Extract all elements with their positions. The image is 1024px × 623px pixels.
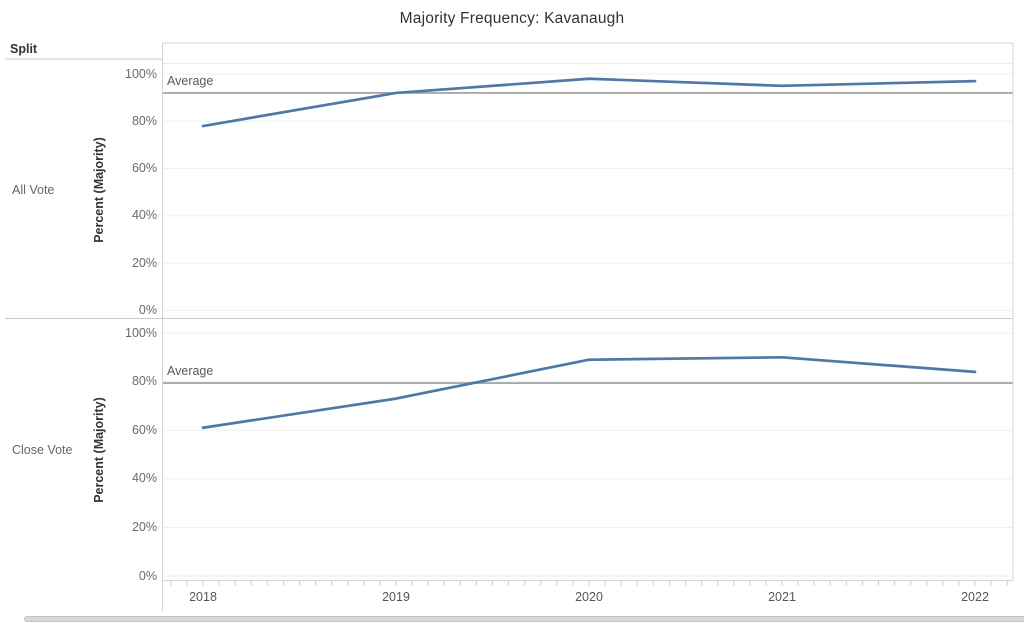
y-tick-label: 80% — [131, 374, 157, 389]
trend-line-close-vote[interactable] — [201, 355, 977, 430]
y-axis-title-bottom: Percent (Majority) — [92, 397, 106, 503]
y-axis-title-top: Percent (Majority) — [92, 137, 106, 243]
y-tick-label: 20% — [131, 519, 157, 534]
y-tick-label: 40% — [131, 471, 157, 486]
y-tick-label: 60% — [131, 161, 157, 176]
x-tick-label: 2020 — [575, 590, 603, 604]
y-tick-label: 0% — [138, 303, 157, 317]
reference-line-label-top: Average — [167, 73, 214, 88]
y-tick-label: 100% — [125, 66, 157, 81]
x-tick-label: 2019 — [382, 590, 410, 604]
y-tick-label: 80% — [131, 113, 157, 128]
row-label-close-vote: Close Vote — [12, 443, 73, 457]
x-tick-label: 2022 — [961, 590, 989, 604]
y-tick-label: 60% — [131, 422, 157, 437]
horizontal-scrollbar[interactable] — [24, 616, 1024, 622]
y-tick-label: 100% — [125, 325, 157, 340]
row-label-all-vote: All Vote — [12, 183, 55, 197]
x-tick-label: 2021 — [768, 590, 796, 604]
y-tick-label: 40% — [131, 208, 157, 223]
chart-title: Majority Frequency: Kavanaugh — [399, 10, 625, 27]
y-tick-label: 20% — [131, 255, 157, 270]
row-field-label: Split — [10, 42, 38, 56]
x-tick-label: 2018 — [189, 590, 217, 604]
reference-line-label-bottom: Average — [167, 364, 214, 379]
y-tick-label: 0% — [138, 568, 157, 583]
trend-line-all-vote[interactable] — [201, 77, 977, 128]
